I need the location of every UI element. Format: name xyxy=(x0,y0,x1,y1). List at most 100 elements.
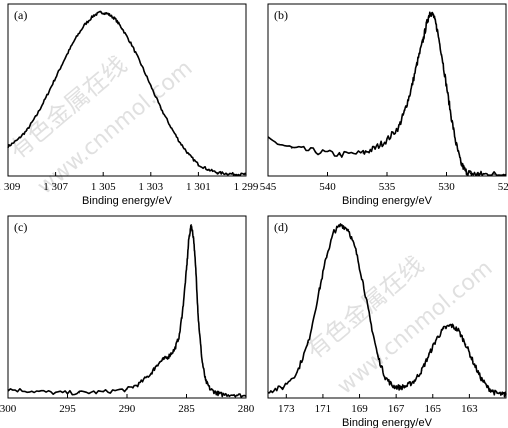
data-point xyxy=(386,139,388,141)
data-point xyxy=(201,359,203,361)
x-tick-label: 300 xyxy=(0,403,17,415)
data-point xyxy=(162,359,164,361)
data-point xyxy=(7,145,9,148)
plot-frame xyxy=(7,215,247,399)
data-point xyxy=(235,173,238,175)
data-point xyxy=(26,129,28,131)
data-point xyxy=(102,391,104,393)
data-point xyxy=(455,142,457,144)
x-tick-label: 530 xyxy=(438,181,455,193)
panel-a: (a) 1 309 1 307 1 305 1 303 1 301 1 299 Binding… xyxy=(0,3,259,207)
data-point xyxy=(131,44,133,46)
data-point xyxy=(369,321,372,323)
data-point xyxy=(479,376,481,378)
x-tick-label: 540 xyxy=(319,181,336,193)
data-point xyxy=(445,85,448,87)
data-point xyxy=(226,172,228,175)
x-tick-label: 1 301 xyxy=(186,181,211,193)
data-point xyxy=(443,328,445,330)
data-point xyxy=(291,147,293,149)
x-axis-label: Binding energy/eV xyxy=(342,195,433,207)
data-point xyxy=(450,324,452,326)
data-point xyxy=(267,139,269,141)
data-point xyxy=(267,390,269,392)
data-point xyxy=(505,393,507,396)
x-tick-label: 295 xyxy=(59,403,76,415)
data-point xyxy=(114,18,116,20)
data-point xyxy=(421,369,423,371)
data-point xyxy=(168,355,170,357)
data-point xyxy=(384,376,386,378)
panel-label: (c) xyxy=(14,220,27,234)
data-point xyxy=(150,85,152,87)
data-point xyxy=(481,173,483,175)
data-point xyxy=(107,13,109,15)
data-point xyxy=(377,355,379,357)
data-point xyxy=(126,388,128,390)
x-tick-label: 165 xyxy=(425,403,442,415)
data-point xyxy=(374,147,376,149)
data-point xyxy=(406,385,408,387)
data-point xyxy=(64,57,66,59)
data-point xyxy=(221,393,223,396)
data-point xyxy=(138,383,140,385)
data-point xyxy=(245,173,247,175)
x-axis-label: Binding energy/eV xyxy=(342,417,433,428)
data-point xyxy=(460,162,462,164)
panel-c: (c) 300 295 290 285 280 xyxy=(0,215,255,415)
data-point xyxy=(362,283,364,285)
data-point xyxy=(16,139,19,141)
data-point xyxy=(501,393,503,396)
plot-frame xyxy=(267,3,507,177)
data-point xyxy=(121,27,123,30)
data-point xyxy=(282,387,284,389)
plot-frame xyxy=(267,215,507,399)
data-point xyxy=(233,393,235,396)
data-point xyxy=(169,124,171,126)
x-tick-label: 169 xyxy=(351,403,368,415)
x-tick-label: 1 303 xyxy=(138,181,163,193)
spectrum-trace xyxy=(7,224,247,398)
data-point xyxy=(475,173,477,175)
data-point xyxy=(156,364,158,366)
data-point xyxy=(465,343,467,345)
data-point xyxy=(469,172,471,175)
data-point xyxy=(78,392,80,394)
data-point xyxy=(178,335,180,337)
data-point xyxy=(355,250,357,252)
panel-d: (d) 173 171 169 167 165 163 Binding energy/eV xyxy=(267,215,507,428)
data-point xyxy=(195,272,197,274)
data-point xyxy=(413,380,416,382)
data-point xyxy=(450,116,452,118)
data-point xyxy=(435,338,438,340)
data-point xyxy=(347,229,350,231)
panel-label: (b) xyxy=(274,8,288,22)
x-tick-label: 1 309 xyxy=(0,181,21,193)
data-point xyxy=(362,152,364,154)
data-point xyxy=(441,54,443,56)
data-point xyxy=(487,387,489,389)
data-point xyxy=(174,348,176,351)
panel-b: (b) 545 540 535 530 525 Binding energy/eV xyxy=(260,3,508,207)
data-point xyxy=(505,173,507,175)
x-tick-label: 167 xyxy=(388,403,405,415)
data-point xyxy=(185,269,188,271)
x-tick-label: 285 xyxy=(178,403,195,415)
data-point xyxy=(204,380,207,382)
data-point xyxy=(55,77,57,79)
data-point xyxy=(315,150,317,153)
x-axis-label: Binding energy/eV xyxy=(82,195,173,207)
panel-label: (a) xyxy=(14,8,27,22)
x-tick-label: 525 xyxy=(498,181,508,193)
data-point xyxy=(7,388,9,390)
data-point xyxy=(245,395,247,397)
data-point xyxy=(391,385,394,387)
data-point xyxy=(35,114,38,116)
data-point xyxy=(432,14,435,17)
x-tick-label: 163 xyxy=(461,403,478,415)
data-point xyxy=(428,354,430,356)
data-point xyxy=(416,64,418,66)
data-point xyxy=(325,255,328,257)
x-tick-label: 1 305 xyxy=(91,181,116,193)
